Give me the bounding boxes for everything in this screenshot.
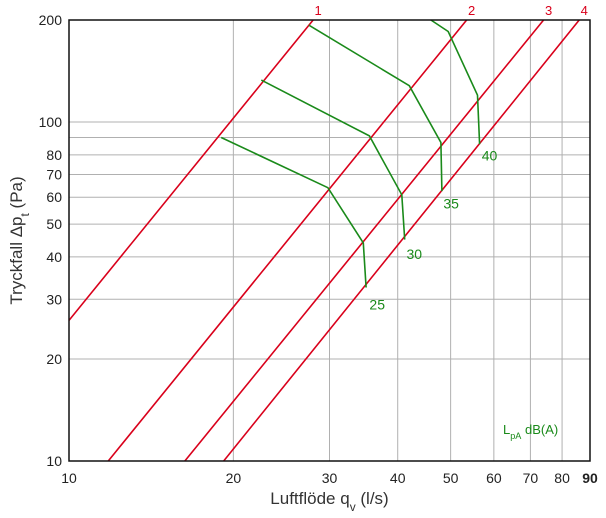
position-line-label: 4	[581, 3, 588, 18]
position-line-label: 1	[315, 3, 322, 18]
plot-frame	[68, 19, 591, 462]
position-line-3	[184, 19, 545, 462]
x-axis-title: Luftflöde qv (l/s)	[270, 489, 388, 514]
x-tick-label: 80	[554, 470, 570, 486]
x-tick-label: 90	[582, 470, 598, 486]
y-tick-label: 20	[46, 351, 62, 367]
y-tick-label: 40	[46, 249, 62, 265]
position-line-label: 2	[468, 3, 475, 18]
sound-level-line-40	[430, 19, 481, 145]
x-tick-label: 50	[443, 470, 459, 486]
sound-level-legend: LpA dB(A)	[503, 422, 558, 441]
y-tick-label: 100	[39, 114, 63, 130]
position-lines	[68, 19, 580, 462]
y-axis-title: Tryckfall Δpt (Pa)	[7, 176, 32, 304]
sound-level-label: 25	[369, 296, 385, 312]
y-tick-label: 70	[46, 167, 62, 183]
y-tick-label: 200	[39, 12, 63, 28]
x-tick-label: 30	[322, 470, 338, 486]
x-tick-label: 10	[61, 470, 77, 486]
sound-level-label: 30	[406, 246, 422, 262]
sound-level-line-35	[308, 24, 443, 192]
y-tick-label: 80	[46, 147, 62, 163]
x-tick-label: 20	[226, 470, 242, 486]
x-tick-label: 40	[390, 470, 406, 486]
sound-level-line-30	[260, 79, 406, 240]
sound-level-line-25	[220, 136, 367, 288]
y-tick-label: 30	[46, 291, 62, 307]
x-tick-label: 60	[486, 470, 502, 486]
position-line-1	[68, 19, 314, 321]
series-labels: 1 2 3 4 25 30 35 40	[315, 3, 588, 312]
position-line-4	[223, 19, 580, 462]
y-tick-label: 10	[46, 453, 62, 469]
position-line-label: 3	[545, 3, 552, 18]
tick-labels: 10 20 30 40 50 60 70 80 90 10 20 30 40 50 60 70 80 100 200	[39, 12, 598, 486]
sound-level-label: 35	[443, 196, 459, 212]
sound-level-label: 40	[482, 148, 498, 164]
position-line-2	[107, 19, 468, 462]
y-tick-label: 50	[46, 216, 62, 232]
sound-level-lines	[220, 19, 481, 288]
x-tick-label: 70	[523, 470, 539, 486]
grid	[68, 19, 591, 462]
y-tick-label: 60	[46, 189, 62, 205]
